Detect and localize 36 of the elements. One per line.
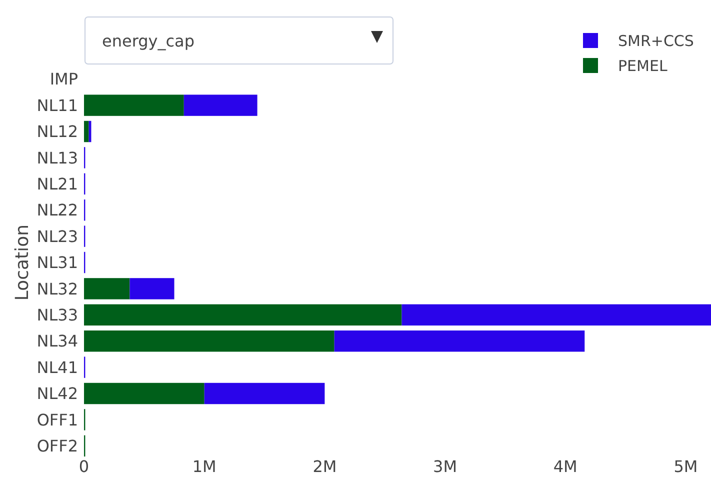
y-tick-label: NL31 [36, 253, 78, 272]
dropdown: energy_cap [84, 16, 394, 64]
bar [84, 120, 89, 142]
bar [184, 94, 258, 116]
y-tick-label: NL12 [36, 122, 78, 142]
bar [84, 330, 334, 352]
bar [84, 278, 130, 300]
bar [84, 304, 402, 326]
y-tick-label: NL22 [36, 200, 78, 220]
legend-label: SMR+CCS [618, 32, 694, 50]
y-tick-label: NL34 [36, 332, 78, 351]
y-tick-label: IMP [50, 70, 78, 89]
y-tick-label: NL21 [36, 174, 78, 194]
x-tick-label: 2M [312, 457, 337, 476]
x-tick-label: 1M [192, 457, 216, 476]
x-tick-label: 0 [78, 457, 90, 476]
bar [130, 278, 174, 300]
y-tick-label: NL42 [36, 384, 78, 404]
bar [204, 382, 325, 404]
bar [84, 94, 184, 116]
y-tick-label: NL13 [36, 148, 78, 168]
y-tick-label: NL33 [36, 306, 78, 324]
y-tick-label: NL11 [36, 96, 78, 115]
bar [84, 382, 204, 404]
bar [402, 304, 711, 326]
x-tick-label: 4M [553, 457, 578, 476]
x-tick-label: 3M [433, 457, 458, 476]
y-tick-label: NL32 [36, 279, 78, 298]
y-tick-label: NL41 [36, 358, 78, 377]
y-tick-label: OFF2 [36, 436, 78, 456]
legend-label: PEMEL [618, 56, 668, 75]
bar [334, 330, 585, 352]
y-axis-title: Location [12, 224, 33, 301]
x-tick-label: 5M [674, 457, 698, 476]
y-tick-label: OFF1 [36, 410, 78, 430]
y-tick-label: NL23 [36, 226, 78, 246]
